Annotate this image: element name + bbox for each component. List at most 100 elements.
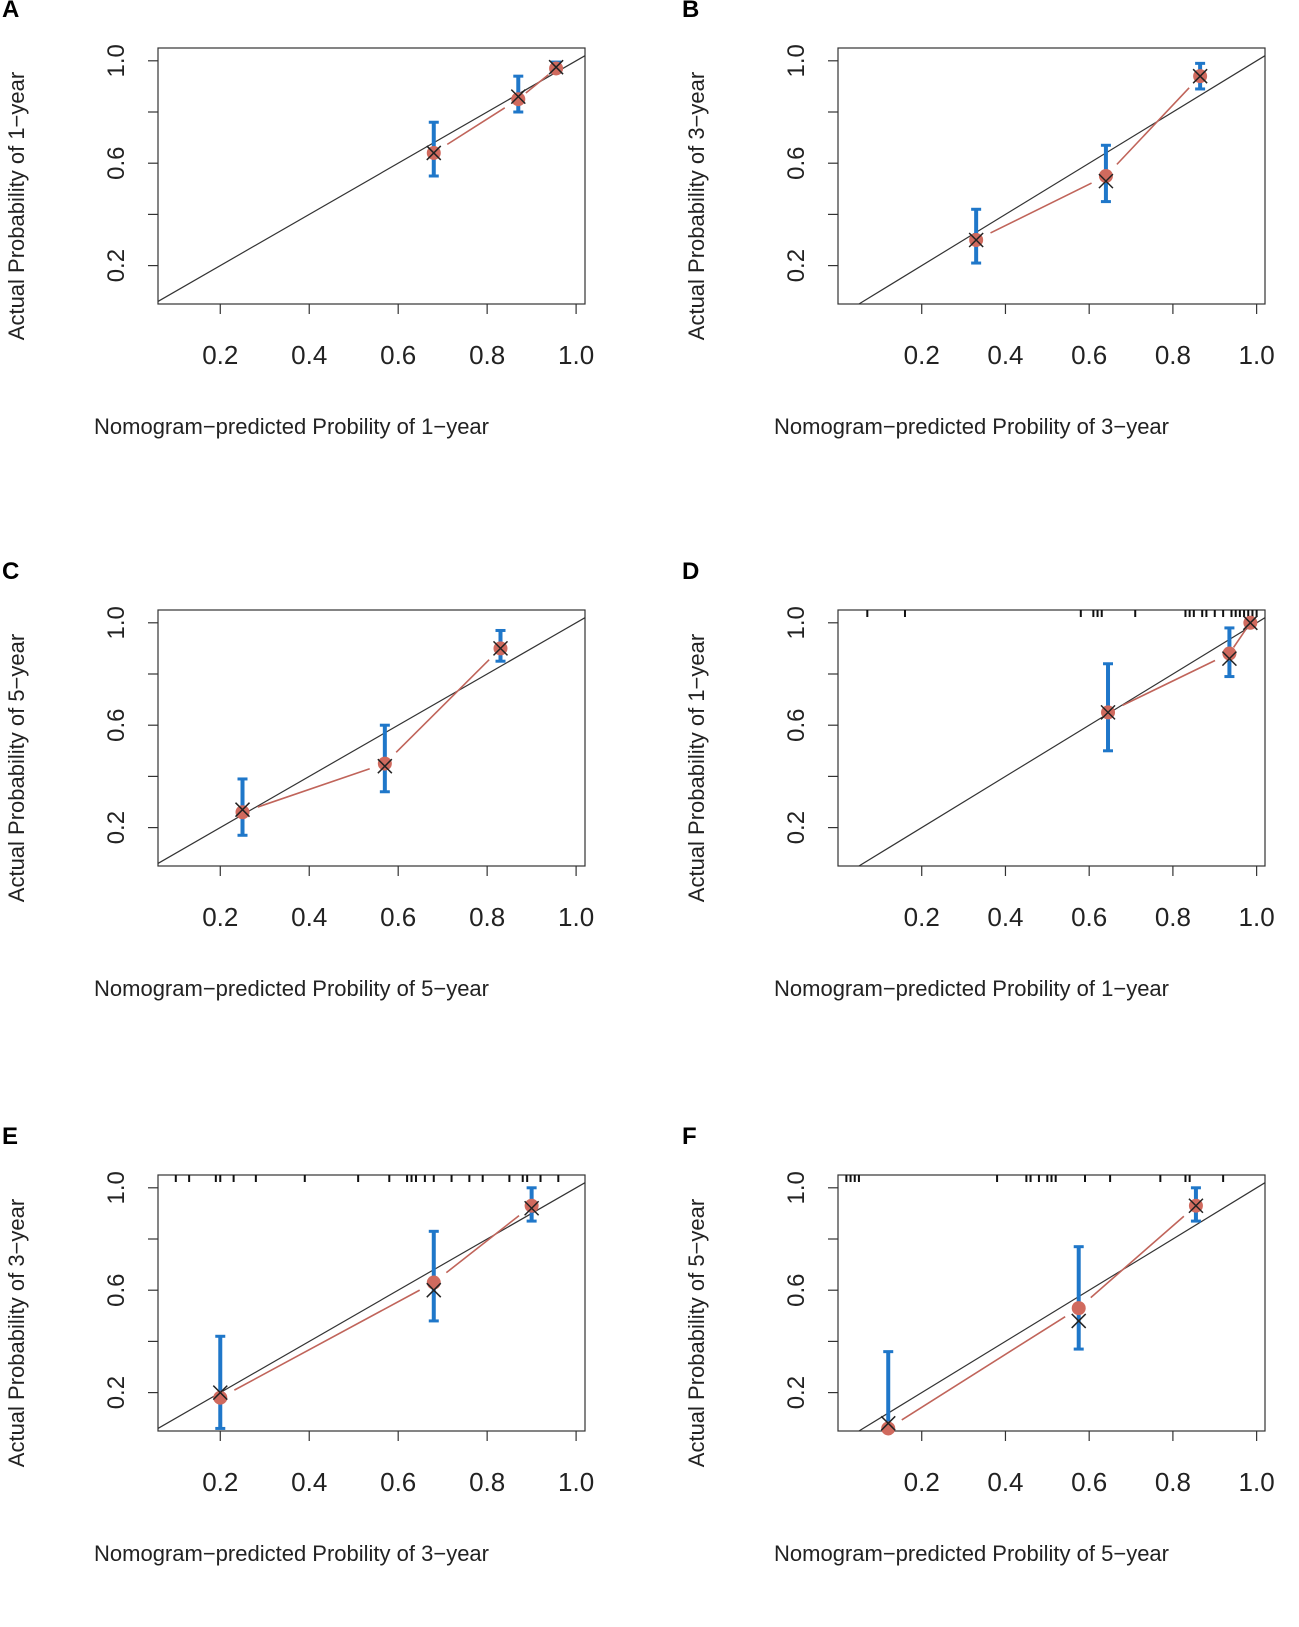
- bias-corrected-cross: [524, 1200, 540, 1216]
- bias-corrected-cross: [1221, 651, 1237, 667]
- bias-corrected-cross: [492, 640, 509, 656]
- calibration-line-segment: [257, 768, 370, 808]
- x-tick-label: 0.6: [1071, 340, 1107, 370]
- observed-point: [881, 1421, 896, 1436]
- x-axis-title: Nomogram−predicted Probility of 1−year: [774, 976, 1169, 1001]
- ideal-diagonal-line: [858, 1182, 1266, 1432]
- calibration-line-segment: [446, 107, 506, 146]
- bias-corrected-cross: [510, 89, 526, 105]
- plot-frame: [157, 609, 586, 867]
- x-axis-title: Nomogram−predicted Probility of 1−year: [94, 414, 489, 439]
- x-tick-label: 0.4: [291, 902, 327, 932]
- x-tick-label: 0.6: [380, 340, 416, 370]
- y-tick-label: 0.2: [103, 249, 130, 282]
- panel-label: D: [682, 558, 700, 585]
- calibration-line-segment: [233, 1289, 421, 1391]
- y-tick-label: 1.0: [783, 1171, 810, 1204]
- panel-label: B: [682, 0, 700, 23]
- bias-corrected-cross: [548, 59, 564, 75]
- y-axis-title: Actual Probability of 5−year: [4, 634, 29, 902]
- x-tick-label: 0.2: [202, 1467, 238, 1497]
- ideal-diagonal-line: [157, 617, 586, 864]
- bias-corrected-cross: [426, 1282, 442, 1298]
- chart-panel-c: C 0.2 0.4 0.6 0.8 1.0 0.2 0.6 1.0 Nomogram−predi…: [0, 558, 620, 1062]
- calibration-plot: 0.2 0.4 0.6 0.8 1.0 0.2 0.6 1.0 Nomogram−predict…: [684, 44, 1275, 439]
- x-tick-label: 1.0: [558, 902, 594, 932]
- x-tick-label: 1.0: [1239, 340, 1275, 370]
- x-axis-title: Nomogram−predicted Probility of 5−year: [774, 1541, 1169, 1566]
- calibration-plot: 0.2 0.4 0.6 0.8 1.0 0.2 0.6 1.0 Nomogram−predict…: [684, 1171, 1275, 1566]
- calibration-line-segment: [901, 1315, 1066, 1421]
- plot-frame: [837, 1174, 1266, 1432]
- observed-point: [213, 1390, 228, 1405]
- y-tick-label: 0.6: [783, 147, 810, 180]
- y-tick-label: 1.0: [103, 44, 130, 77]
- calibration-plot: 0.2 0.4 0.6 0.8 1.0 0.2 0.6 1.0 Nomogram−predict…: [684, 606, 1275, 1001]
- x-axis-title: Nomogram−predicted Probility of 5−year: [94, 976, 489, 1001]
- y-tick-label: 0.2: [783, 811, 810, 844]
- x-tick-label: 0.4: [291, 340, 327, 370]
- bias-corrected-cross: [234, 802, 251, 818]
- x-tick-label: 0.4: [987, 902, 1023, 932]
- x-tick-label: 0.6: [380, 1467, 416, 1497]
- x-tick-label: 0.8: [1155, 902, 1191, 932]
- observed-point: [524, 1198, 539, 1213]
- x-tick-label: 0.2: [202, 340, 238, 370]
- bias-corrected-cross: [1100, 704, 1116, 720]
- y-tick-label: 0.2: [783, 1376, 810, 1409]
- y-axis-title: Actual Probability of 5−year: [684, 1199, 709, 1467]
- ideal-diagonal-line: [858, 55, 1266, 305]
- x-tick-label: 0.8: [1155, 340, 1191, 370]
- y-tick-label: 1.0: [783, 606, 810, 639]
- bias-corrected-cross: [377, 758, 393, 774]
- x-tick-label: 0.8: [469, 902, 505, 932]
- bias-corrected-cross: [968, 232, 984, 248]
- x-axis-title: Nomogram−predicted Probility of 3−year: [94, 1541, 489, 1566]
- y-axis-title: Actual Probability of 3−year: [684, 72, 709, 340]
- chart-panel-f: F 0.2 0.4 0.6 0.8 1.0 0.2 0.6 1.0 Nomogram−predi…: [680, 1123, 1299, 1627]
- x-axis-title: Nomogram−predicted Probility of 3−year: [774, 414, 1169, 439]
- plot-frame: [157, 1174, 586, 1432]
- observed-point: [549, 61, 564, 76]
- calibration-line-segment: [990, 182, 1092, 234]
- y-tick-label: 1.0: [103, 606, 130, 639]
- bias-corrected-cross: [1071, 1313, 1087, 1329]
- y-tick-label: 0.6: [783, 1274, 810, 1307]
- observed-point: [426, 1275, 441, 1290]
- x-tick-label: 0.4: [291, 1467, 327, 1497]
- calibration-plot: 0.2 0.4 0.6 0.8 1.0 0.2 0.6 1.0 Nomogram−predict…: [4, 1171, 594, 1566]
- x-tick-label: 0.2: [202, 902, 238, 932]
- y-tick-label: 1.0: [103, 1171, 130, 1204]
- x-tick-label: 1.0: [558, 1467, 594, 1497]
- chart-panel-e: E 0.2 0.4 0.6 0.8 1.0 0.2 0.6 1.0 Nomogram−predi…: [0, 1123, 620, 1627]
- x-tick-label: 0.4: [987, 340, 1023, 370]
- panel-label: E: [2, 1123, 19, 1150]
- ideal-diagonal-line: [858, 617, 1266, 867]
- y-tick-label: 1.0: [783, 44, 810, 77]
- x-tick-label: 0.8: [469, 340, 505, 370]
- calibration-line-segment: [1232, 628, 1247, 648]
- y-tick-label: 0.6: [103, 147, 130, 180]
- observed-point: [1222, 646, 1237, 661]
- calibration-plot: 0.2 0.4 0.6 0.8 1.0 0.2 0.6 1.0 Nomogram−predict…: [4, 44, 594, 439]
- observed-point: [377, 756, 392, 771]
- observed-point: [511, 92, 526, 107]
- x-tick-label: 0.8: [469, 1467, 505, 1497]
- panel-label: A: [2, 0, 20, 23]
- calibration-line-segment: [1090, 1215, 1185, 1299]
- bias-corrected-cross: [1098, 173, 1114, 189]
- x-tick-label: 0.2: [904, 340, 940, 370]
- panel-label: F: [682, 1123, 697, 1150]
- y-tick-label: 0.6: [103, 709, 130, 742]
- y-tick-label: 0.2: [103, 811, 130, 844]
- x-tick-label: 0.8: [1155, 1467, 1191, 1497]
- plot-frame: [837, 609, 1266, 867]
- ideal-diagonal-line: [157, 1182, 586, 1429]
- x-tick-label: 1.0: [1239, 902, 1275, 932]
- x-tick-label: 0.4: [987, 1467, 1023, 1497]
- bias-corrected-cross: [212, 1385, 228, 1401]
- chart-panel-a: A 0.2 0.4 0.6 0.8 1.0 0.2 0.6 1.0 Nomogram−predi…: [0, 0, 620, 500]
- x-tick-label: 0.2: [904, 902, 940, 932]
- observed-point: [235, 805, 250, 820]
- y-tick-label: 0.2: [783, 249, 810, 282]
